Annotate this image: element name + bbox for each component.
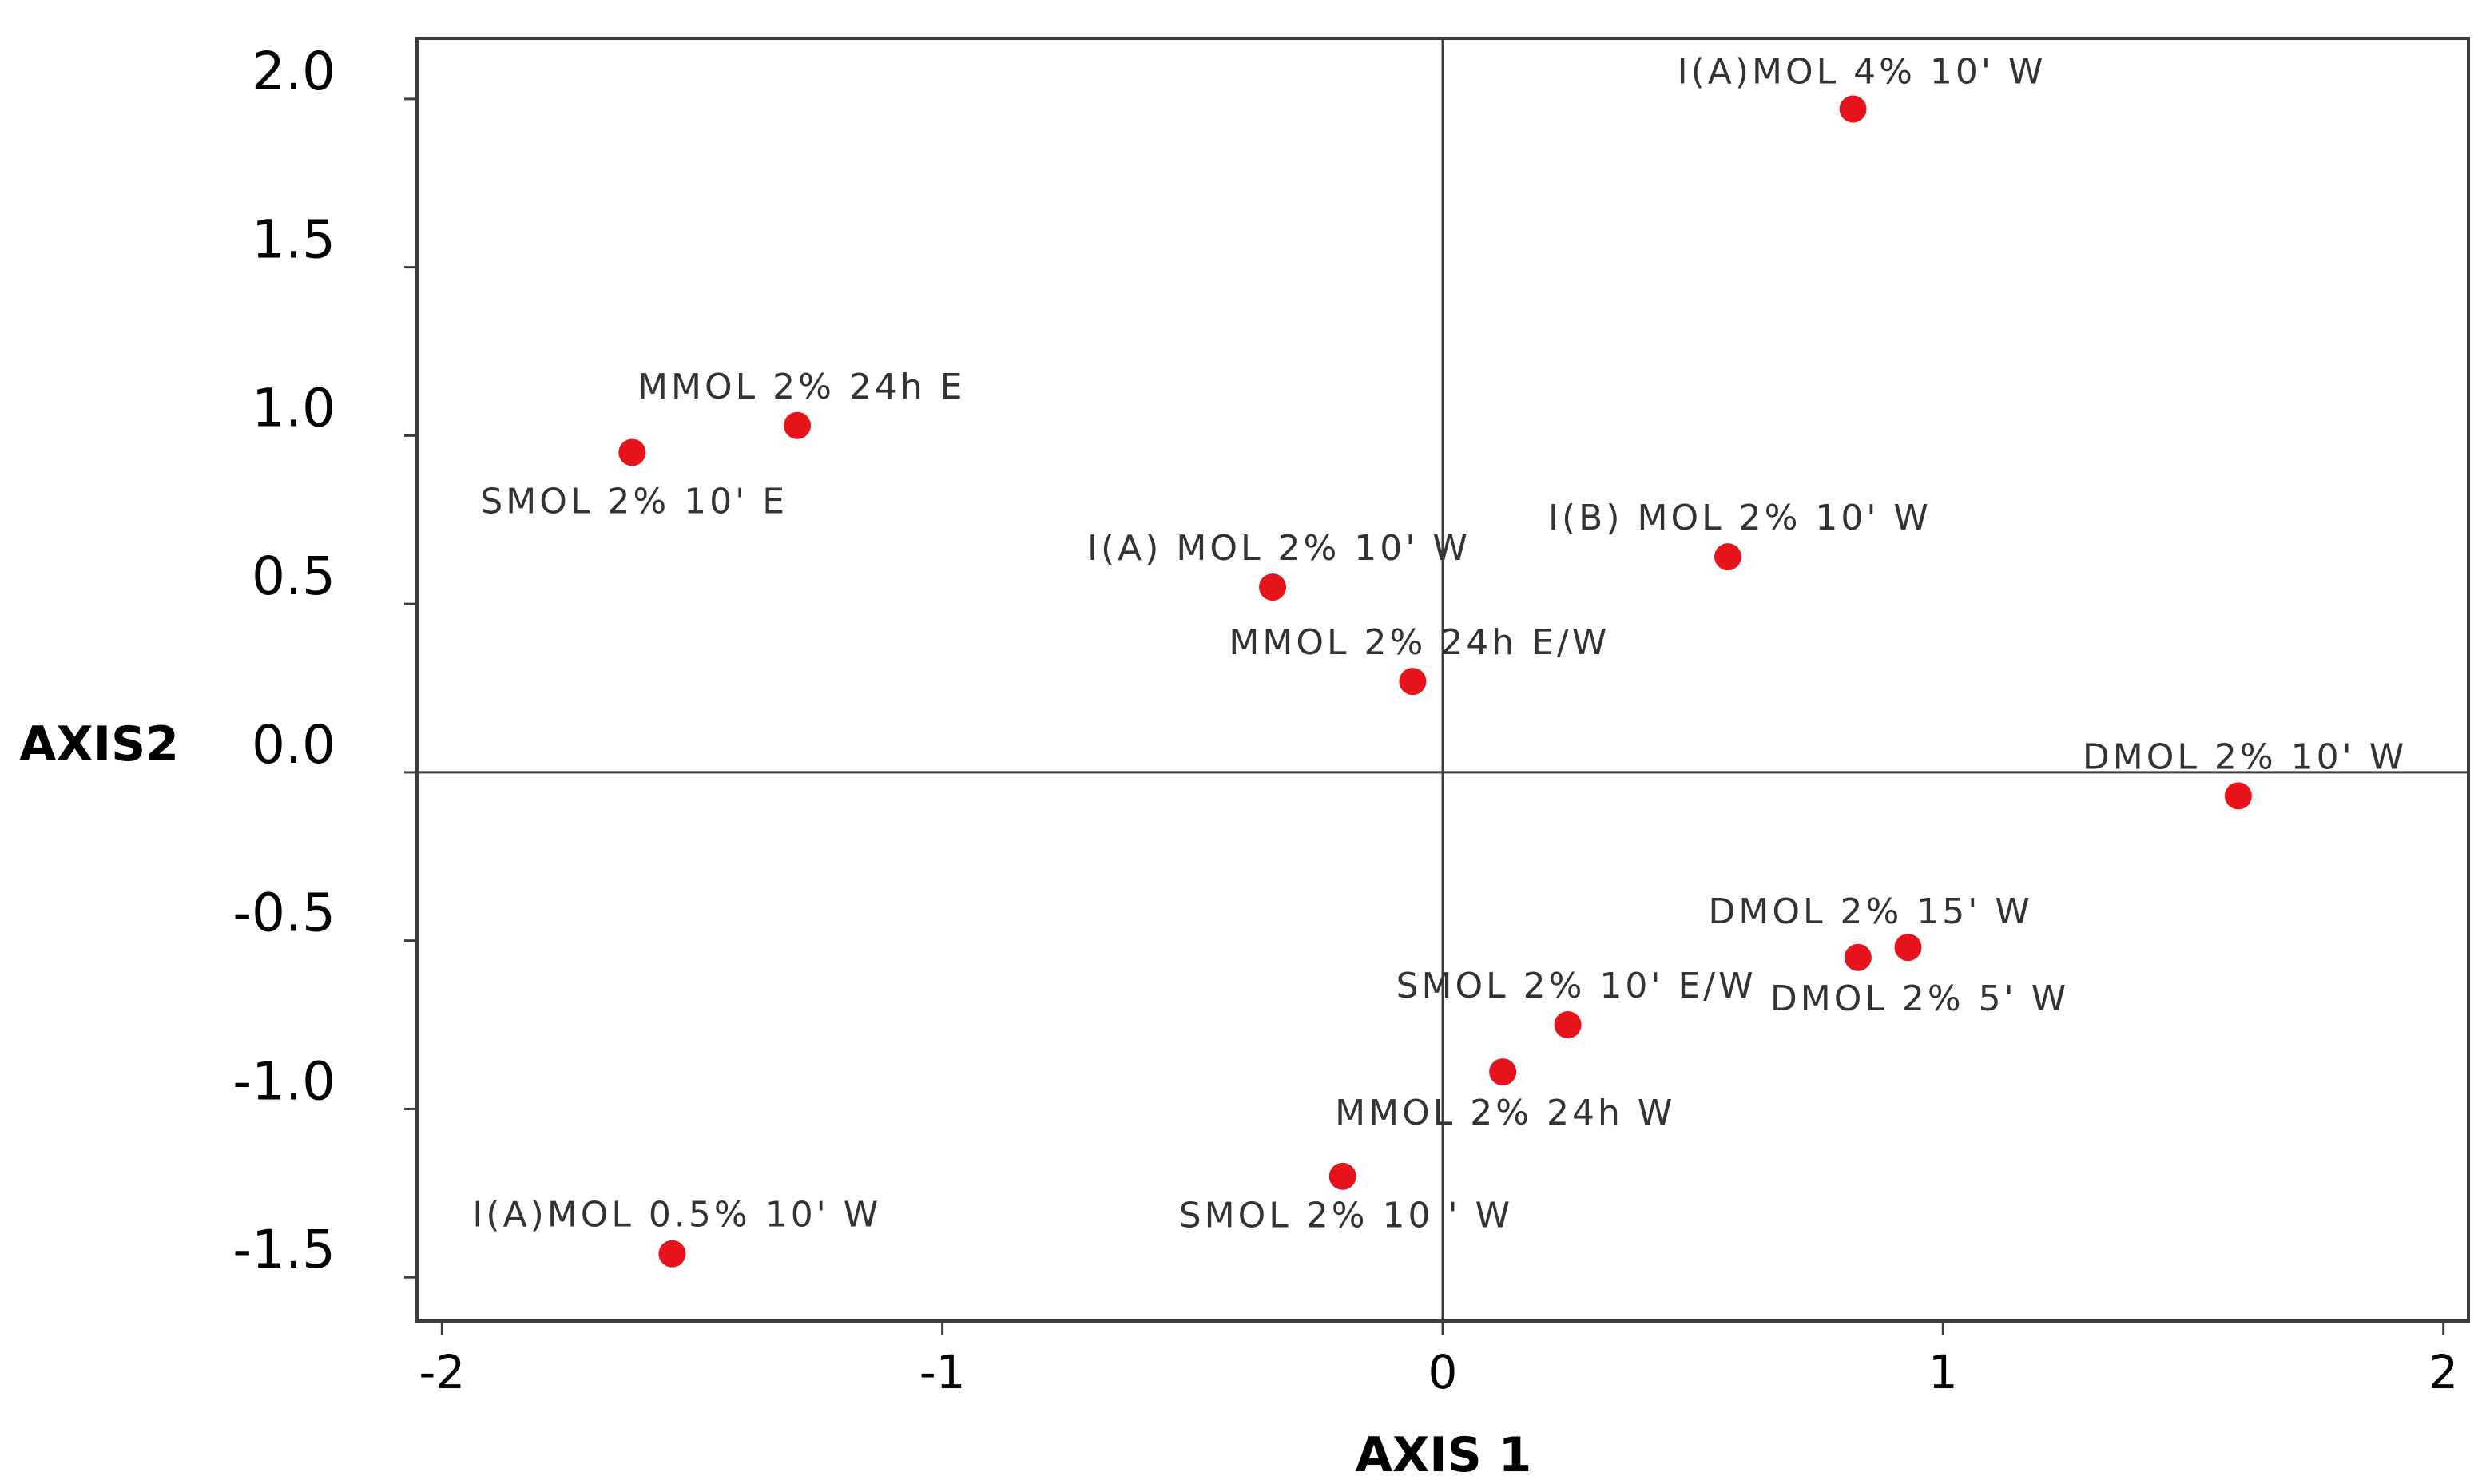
data-point-label: DMOL 2% 15' W [1708, 891, 2032, 932]
data-point [618, 438, 646, 466]
data-point [1489, 1058, 1517, 1086]
y-tick-label: 2.0 [252, 41, 336, 102]
x-tick-label: -1 [919, 1345, 966, 1399]
data-point-label: I(A) MOL 2% 10' W [1087, 528, 1471, 569]
data-point-label: MMOL 2% 24h W [1335, 1093, 1675, 1133]
x-axis-title: AXIS 1 [1356, 1427, 1532, 1483]
data-point-label: I(A)MOL 0.5% 10' W [472, 1195, 881, 1236]
y-tick-label: -1.0 [232, 1050, 336, 1112]
data-point-label: I(B) MOL 2% 10' W [1548, 498, 1932, 538]
data-point-label: SMOL 2% 10 ' W [1179, 1196, 1513, 1236]
x-tick-label: 0 [1428, 1345, 1458, 1399]
data-point [1839, 95, 1867, 123]
data-point-label: DMOL 2% 5' W [1770, 978, 2069, 1019]
data-point-label: MMOL 2% 24h E [637, 367, 966, 407]
y-tick-label: 0.5 [252, 546, 336, 607]
y-tick-label: -1.5 [232, 1219, 336, 1280]
y-tick-label: 1.0 [252, 377, 336, 438]
data-point [784, 411, 812, 439]
x-tick-label: 1 [1928, 1345, 1958, 1399]
axis-ticks: -2 -1 0 1 2 2.0 1.5 1.0 0.5 0.0 -0.5 -1.0 -1.5 [232, 41, 2458, 1399]
data-point [1844, 943, 1872, 971]
data-point [1714, 543, 1742, 571]
y-tick-label: 0.0 [252, 714, 336, 776]
data-point-label: MMOL 2% 24h E/W [1229, 622, 1610, 663]
data-point [1399, 668, 1427, 696]
data-point-label: DMOL 2% 10' W [2083, 736, 2407, 777]
data-point [1328, 1162, 1356, 1190]
data-point [1554, 1011, 1582, 1039]
data-point-label: SMOL 2% 10' E [480, 481, 788, 522]
data-point [1259, 573, 1287, 601]
data-point-label: I(A)MOL 4% 10' W [1678, 52, 2047, 93]
data-points: I(A)MOL 4% 10' W MMOL 2% 24h E SMOL 2% 10'… [472, 52, 2407, 1268]
x-tick-label: -2 [419, 1345, 465, 1399]
y-tick-label: -0.5 [232, 883, 336, 944]
x-tick-label: 2 [2428, 1345, 2458, 1399]
y-axis-title: AXIS2 [19, 716, 179, 772]
data-point [1894, 934, 1922, 962]
data-point [2224, 782, 2252, 810]
data-point-label: SMOL 2% 10' E/W [1396, 966, 1757, 1006]
y-tick-label: 1.5 [252, 209, 336, 271]
data-point [658, 1240, 686, 1268]
